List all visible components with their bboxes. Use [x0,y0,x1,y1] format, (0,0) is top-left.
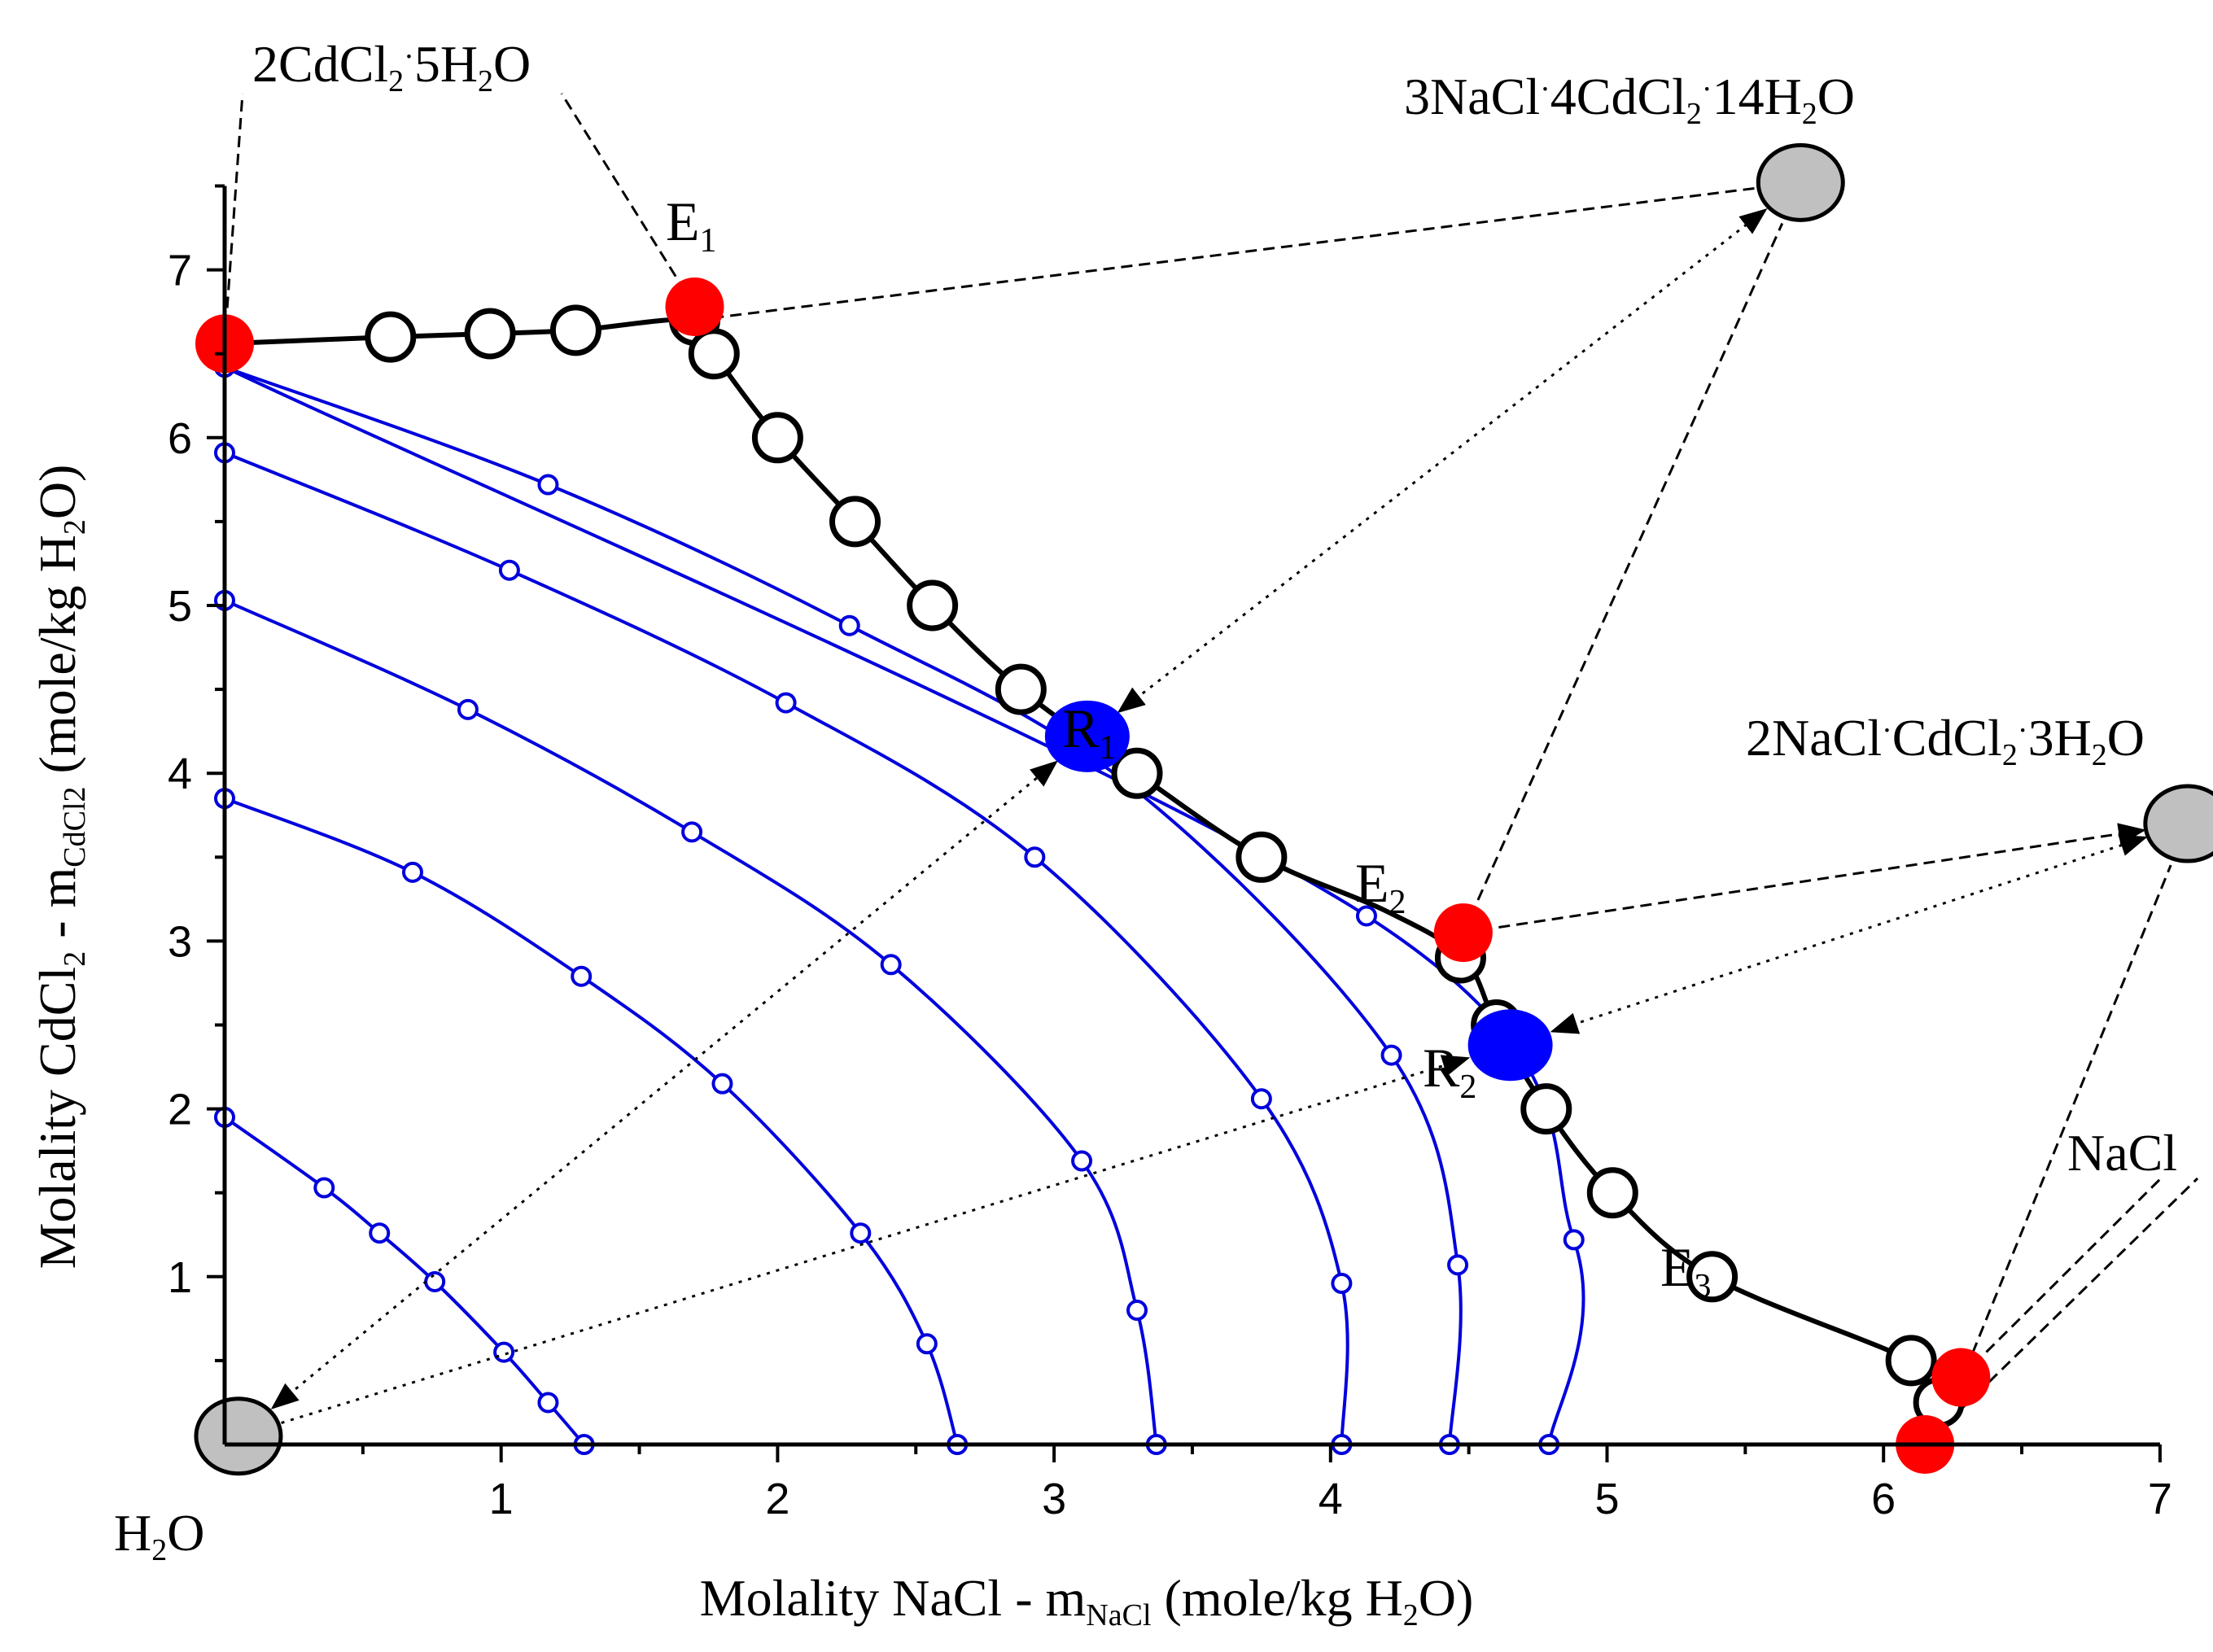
iso-point [1071,1150,1093,1172]
guide-e2-na2 [1463,823,2146,934]
solid-phase-point-1 [2143,784,2213,863]
iso-point [1024,846,1046,868]
guide-cd5-b [560,93,696,308]
y-tick-label: 5 [168,582,192,631]
label-2nacl-cdcl2-3h2o: 2NaCl·CdCl2·3H2O [1746,709,2145,772]
label-e3: E3 [1660,1236,1712,1305]
iso-point [681,821,703,843]
iso-point [711,1073,733,1095]
label-2cdcl2-5h2o: 2CdCl2·5H2O [252,35,531,98]
label-r1: R1 [1062,697,1116,767]
iso-point [880,954,902,976]
iso-line-3 [224,598,1158,1445]
x-tick-label: 3 [1042,1475,1066,1523]
solubility-point [464,308,516,360]
solubility-point [549,304,601,356]
x-axis-title: Molality NaCl - mNaCl (mole/kg H2O) [700,1569,1474,1632]
iso-point [1563,1229,1585,1251]
solid-phase-point-2 [194,1396,283,1476]
iso-point [1355,905,1377,927]
iso-point [493,1341,515,1363]
guide-r1-na3 [1117,208,1768,714]
solubility-point [829,496,881,548]
iso-point [916,1333,938,1355]
solubility-point [365,311,417,363]
solubility-point [1111,747,1163,799]
label-e1: E1 [666,190,717,260]
guide-e3-nacl [1960,1177,2163,1379]
iso-point [313,1177,335,1199]
guide-cd5-a [223,93,244,344]
y-tick-label: 2 [168,1086,192,1134]
solid-phase-point-0 [1756,142,1845,222]
ratio-point-1 [1044,700,1130,772]
y-tick-label: 7 [168,247,192,295]
guide-e2-na3 [1462,222,1784,933]
iso-point [571,965,593,987]
guide-h2o-r2 [281,1055,1471,1424]
guide-e1-na3 [694,186,1756,321]
eutonic-point-2 [1433,903,1493,963]
origin-label: H2O [114,1504,204,1567]
solubility-point [995,663,1047,715]
y-axis-title: Molality CdCl2 - mCdCl2 (mole/kg H2O) [28,465,92,1270]
iso-point [369,1222,391,1244]
iso-point [1331,1273,1353,1295]
ratio-point-2 [1467,1009,1553,1082]
solubility-point [751,412,803,464]
iso-line-2 [224,797,960,1445]
solubility-point [688,328,740,380]
solubility-curve [224,294,1965,1428]
axes: 1 2 3 4 5 6 7 1 2 3 4 5 6 7 [168,184,2172,1523]
solubility-point [1586,1167,1638,1219]
iso-point [457,698,479,720]
guide-nacl-na2 [1937,864,2172,1437]
solubility-point [1520,1083,1572,1135]
iso-point [1447,1254,1469,1276]
guide-lines [223,93,2199,1446]
y-tick-label: 4 [168,750,192,798]
guide-r2-na2 [1550,834,2148,1034]
iso-point [401,861,423,883]
iso-point [838,614,860,636]
iso-point [498,559,520,581]
y-tick-label: 6 [168,414,192,463]
iso-line-6 [224,365,1585,1445]
solubility-point [1885,1335,1937,1387]
iso-point [424,1270,446,1292]
iso-point [850,1222,872,1244]
solubility-point [907,579,959,632]
iso-line-4 [224,451,1349,1445]
iso-line-1 [223,1116,586,1446]
iso-point [1250,1088,1272,1110]
x-tick-label: 6 [1871,1475,1896,1523]
iso-point [1380,1044,1402,1066]
eutonic-point-3 [1931,1348,1991,1407]
label-e2: E2 [1355,852,1406,921]
iso-point [1126,1300,1148,1322]
solubility-point [1686,1251,1738,1303]
x-tick-label: 7 [2148,1475,2172,1523]
guide-h2o-r1 [270,760,1058,1409]
solubility-point [1236,831,1288,883]
eutonic-point-1 [665,277,724,336]
iso-point [775,692,797,714]
iso-point [537,1392,559,1414]
label-3nacl-4cdcl2-14h2o: 3NaCl·4CdCl2·14H2O [1404,68,1855,131]
iso-point [537,474,559,496]
y-tick-label: 3 [168,917,192,966]
label-nacl: NaCl [2067,1124,2177,1182]
x-tick-label: 5 [1594,1475,1619,1523]
x-tick-label: 4 [1319,1475,1343,1523]
y-tick-label: 1 [168,1253,192,1302]
x-tick-label: 1 [489,1475,514,1523]
x-tick-label: 2 [765,1475,789,1523]
label-r2: R2 [1423,1037,1476,1106]
